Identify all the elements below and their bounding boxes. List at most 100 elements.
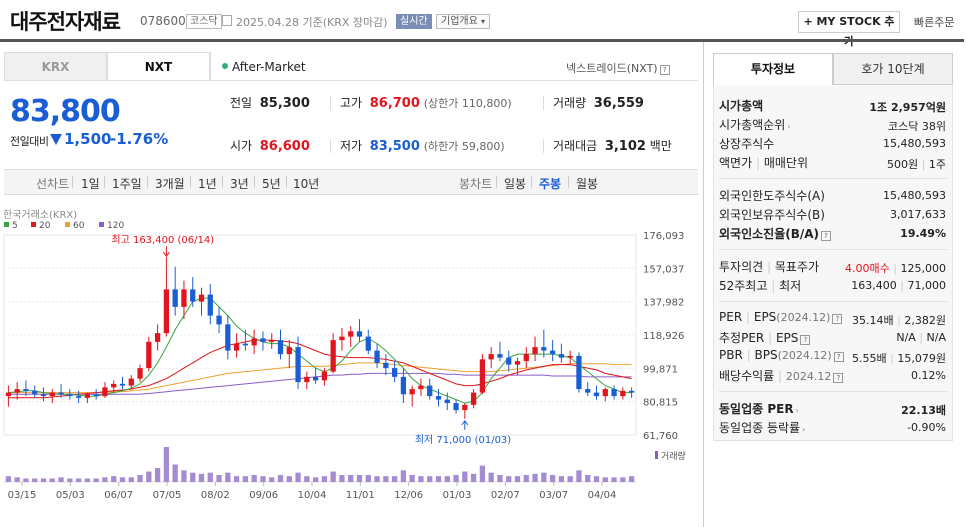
high-label: 고가	[340, 96, 363, 110]
candle-body	[277, 340, 284, 355]
period-daily[interactable]: 일봉	[504, 177, 527, 191]
help-icon[interactable]: ?	[800, 335, 811, 345]
volume-bar	[75, 478, 82, 482]
volume-bar	[277, 475, 284, 482]
candle-body	[111, 383, 117, 388]
candle-body	[470, 392, 477, 405]
candle-body	[40, 394, 47, 397]
high-value: 86,700	[369, 96, 420, 111]
industry-rate-value: -0.90%	[907, 421, 946, 434]
candle-body	[154, 333, 161, 342]
help-icon[interactable]: ?	[821, 231, 832, 241]
x-tick-label: 10/04	[298, 490, 327, 501]
low-label: 저가	[340, 139, 363, 153]
w52-value: 163,400 | 71,000	[851, 279, 946, 292]
x-tick-label: 03/07	[539, 490, 568, 501]
period-monthly[interactable]: 월봉	[576, 177, 599, 191]
divider	[719, 178, 947, 179]
candle-body	[304, 376, 310, 383]
candle-body	[216, 315, 222, 325]
company-overview-button[interactable]: 기업개요 ▾	[436, 14, 491, 29]
volume-bar	[620, 477, 626, 482]
volume-bar	[330, 471, 336, 482]
candle-body	[23, 389, 29, 391]
tab-nxt[interactable]: NXT	[107, 52, 210, 81]
volume-label: 거래량	[553, 96, 587, 110]
volume-bar	[67, 478, 73, 482]
mcap-rank-label[interactable]: 시가총액순위 ›	[719, 118, 791, 132]
period-1y[interactable]: 1년	[198, 177, 217, 191]
low-row: 저가 83,500 (하한가 59,800)	[340, 137, 505, 154]
volume-bar	[216, 475, 222, 482]
chevron-right-icon: ›	[787, 122, 791, 131]
quick-order-button[interactable]: 빠른주문	[914, 16, 955, 29]
help-icon[interactable]: ?	[833, 373, 844, 383]
industry-per-label[interactable]: 동일업종 PER ›	[719, 402, 799, 416]
price-chart[interactable]: 176,093 157,037 137,982 118,926 99,871 80,815…	[0, 200, 700, 527]
realtime-button[interactable]: 실시간	[396, 14, 432, 29]
help-icon[interactable]: ?	[832, 314, 843, 324]
volume-bar	[225, 472, 231, 482]
period-3y[interactable]: 3년	[230, 177, 249, 191]
volume-bar	[409, 475, 415, 482]
tab-edge	[210, 52, 211, 80]
volume-bar	[558, 476, 565, 482]
line-chart-button[interactable]: 선차트	[36, 177, 70, 191]
period-weekly[interactable]: 주봉	[539, 177, 562, 191]
low-annotation: 최저 71,000 (01/03)	[415, 434, 511, 446]
x-tick-label: 12/06	[394, 490, 423, 501]
tab-investment-info[interactable]: 투자정보	[713, 53, 833, 85]
candle-body	[488, 354, 494, 360]
status-dot-icon	[222, 63, 228, 69]
divider	[190, 176, 191, 188]
volume-bar	[260, 476, 266, 482]
x-tick-label: 09/06	[249, 490, 278, 501]
x-tick-label: 02/07	[491, 490, 520, 501]
candle-body	[611, 389, 617, 397]
industry-rate-label[interactable]: 동일업종 등락률 ›	[719, 421, 806, 435]
volume-bar	[391, 476, 398, 482]
volume-bar	[611, 477, 617, 482]
volume-bar	[427, 476, 433, 482]
period-5y[interactable]: 5년	[262, 177, 281, 191]
candle-chart-button[interactable]: 봉차트	[459, 177, 493, 191]
ma-line-20	[8, 339, 632, 399]
x-tick-label: 11/01	[346, 490, 375, 501]
divider	[330, 96, 331, 110]
candle-body	[383, 362, 389, 369]
tab-order-book[interactable]: 호가 10단계	[833, 53, 953, 85]
volume-bar	[40, 478, 47, 482]
divider	[104, 176, 105, 188]
add-my-stock-button[interactable]: + MY STOCK 추가	[798, 11, 900, 48]
y-tick-label: 118,926	[643, 331, 684, 342]
volume-bar	[488, 472, 494, 482]
x-tick-label: 01/03	[443, 490, 472, 501]
mcap-value: 1조 2,957억원	[869, 101, 946, 114]
volume-bar	[304, 476, 310, 482]
help-icon[interactable]: ?	[659, 65, 670, 75]
ma-legend-swatch	[31, 222, 36, 227]
after-market-label: After-Market	[232, 60, 306, 74]
chart-source: 한국거래소(KRX)	[3, 209, 77, 221]
period-10y[interactable]: 10년	[293, 177, 320, 191]
industry-per-value: 22.13배	[901, 404, 946, 417]
header-divider	[0, 39, 964, 42]
period-3m[interactable]: 3개월	[155, 177, 185, 191]
candle-body	[119, 383, 126, 386]
candle-body	[102, 387, 108, 397]
per-label: PER | EPS(2024.12)?	[719, 310, 843, 324]
period-1w[interactable]: 1주일	[112, 177, 142, 191]
dividend-value: 0.12%	[911, 369, 946, 382]
change-label: 전일대비	[10, 135, 49, 148]
volume-bar	[418, 476, 424, 482]
period-1d[interactable]: 1일	[81, 177, 100, 191]
investment-info-panel	[713, 85, 953, 441]
candle-body	[14, 389, 20, 393]
candle-body	[146, 341, 152, 369]
nextrade-link[interactable]: 넥스트레이드(NXT)?	[566, 60, 670, 76]
chevron-right-icon: ›	[795, 406, 799, 415]
volume-bar	[585, 475, 591, 482]
candle-body	[172, 289, 178, 307]
help-icon[interactable]: ?	[833, 352, 844, 362]
tab-krx[interactable]: KRX	[4, 52, 107, 81]
